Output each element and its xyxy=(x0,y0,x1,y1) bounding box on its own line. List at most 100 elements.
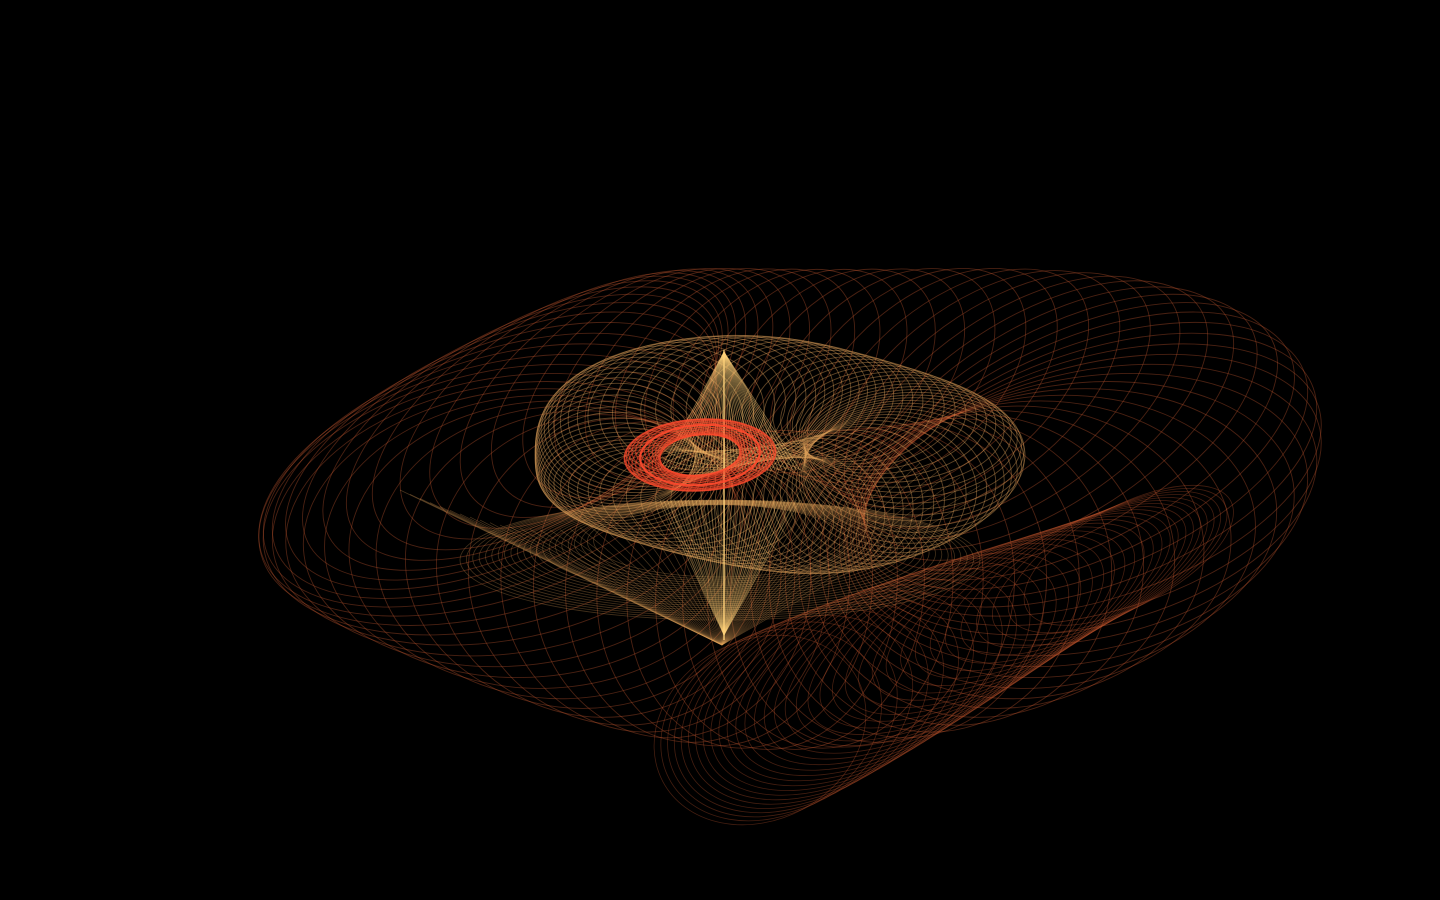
wire-strand xyxy=(670,351,725,471)
wire-loop xyxy=(750,426,1015,743)
wire-strand xyxy=(499,524,723,646)
wire-strand xyxy=(699,351,725,471)
wire-loop xyxy=(680,608,929,809)
wire-loop xyxy=(504,501,936,606)
wire-loop xyxy=(682,429,925,750)
wire-strand xyxy=(723,499,743,636)
wire-loop xyxy=(285,311,717,590)
wire-strand xyxy=(723,499,797,636)
outer-loop-shell xyxy=(258,268,1322,750)
wire-strand xyxy=(723,499,794,636)
wire-strand xyxy=(691,499,725,636)
wire-loop xyxy=(685,340,868,461)
wire-strand xyxy=(677,351,725,471)
wire-strand xyxy=(663,499,725,636)
wire-loop xyxy=(672,268,881,472)
wire-loop xyxy=(863,302,1278,581)
wire-strand xyxy=(663,351,725,471)
wire-loop xyxy=(858,343,1322,617)
wire-strand xyxy=(709,351,725,471)
wire-loop xyxy=(695,596,960,801)
wire-strand xyxy=(723,499,772,636)
wire-loop xyxy=(548,502,892,592)
wire-loop xyxy=(857,280,1209,551)
wire-loop xyxy=(271,321,718,599)
wire-strand xyxy=(721,457,901,646)
wire-strand xyxy=(599,523,723,646)
wire-loop xyxy=(497,500,943,609)
wire-loop xyxy=(375,405,753,700)
wire-loop xyxy=(809,414,1145,718)
wire-strand xyxy=(719,479,723,646)
wire-strand xyxy=(409,493,723,646)
wire-loop xyxy=(780,361,945,465)
wire-loop xyxy=(804,391,1025,510)
wire-loop xyxy=(763,552,1070,760)
central-spike xyxy=(659,350,801,640)
wire-loop xyxy=(345,286,720,561)
wire-loop xyxy=(580,503,860,582)
wire-loop xyxy=(586,504,854,580)
wire-strand xyxy=(721,469,941,646)
wire-loop xyxy=(728,440,895,575)
wire-loop xyxy=(516,501,924,602)
lower-fan xyxy=(399,449,991,646)
wire-strand xyxy=(723,499,790,636)
wire-strand xyxy=(674,499,725,636)
wire-strand xyxy=(659,351,725,471)
wire-loop xyxy=(803,405,1012,539)
wire-loop xyxy=(804,388,1023,504)
wire-strand xyxy=(723,499,765,636)
wire-strand xyxy=(721,489,991,646)
wire-loop xyxy=(791,368,967,471)
wire-strand xyxy=(589,525,723,646)
wire-strand xyxy=(723,499,786,636)
wire-loop xyxy=(798,374,987,479)
wire-loop xyxy=(763,432,924,572)
wire-loop xyxy=(900,509,1179,686)
wire-loop xyxy=(786,364,956,468)
wire-loop xyxy=(789,268,1027,490)
wire-strand xyxy=(695,499,725,636)
wire-loop xyxy=(774,547,1082,754)
wire-loop xyxy=(804,397,1025,522)
wire-strand xyxy=(691,351,725,471)
wire-strand xyxy=(723,499,758,636)
wire-loop xyxy=(485,500,955,613)
wire-strand xyxy=(723,351,776,471)
wire-loop xyxy=(371,280,723,551)
wire-strand xyxy=(649,508,723,646)
wire-loop xyxy=(522,268,774,499)
wire-loop xyxy=(700,444,877,574)
wire-loop xyxy=(673,615,914,814)
wire-loop xyxy=(700,342,877,460)
wire-loop xyxy=(802,380,1005,488)
wire-strand xyxy=(639,511,723,646)
wire-strand xyxy=(399,489,723,646)
wire-loop xyxy=(806,268,1058,499)
wire-loop xyxy=(670,338,860,462)
wire-strand xyxy=(549,529,723,646)
wire-loop xyxy=(827,405,1205,700)
wire-loop xyxy=(753,352,914,460)
wire-loop xyxy=(574,503,866,584)
wire-loop xyxy=(843,272,1151,529)
wire-loop xyxy=(735,567,1031,776)
wire-loop xyxy=(945,500,1201,664)
wire-loop xyxy=(858,519,1154,708)
wire-loop xyxy=(851,275,1181,540)
wire-strand xyxy=(721,481,971,646)
wire-strand xyxy=(717,499,725,636)
wire-loop xyxy=(587,336,807,476)
wire-strand xyxy=(706,351,725,471)
wire-loop xyxy=(726,573,1017,782)
wire-strand xyxy=(681,499,725,636)
wire-strand xyxy=(713,351,725,471)
wire-loop xyxy=(587,449,807,559)
wire-loop xyxy=(863,293,1258,571)
wire-loop xyxy=(795,371,977,475)
wire-loop xyxy=(639,423,761,487)
wire-strand xyxy=(721,462,921,646)
wire-loop xyxy=(798,414,987,554)
wire-strand xyxy=(723,351,733,471)
